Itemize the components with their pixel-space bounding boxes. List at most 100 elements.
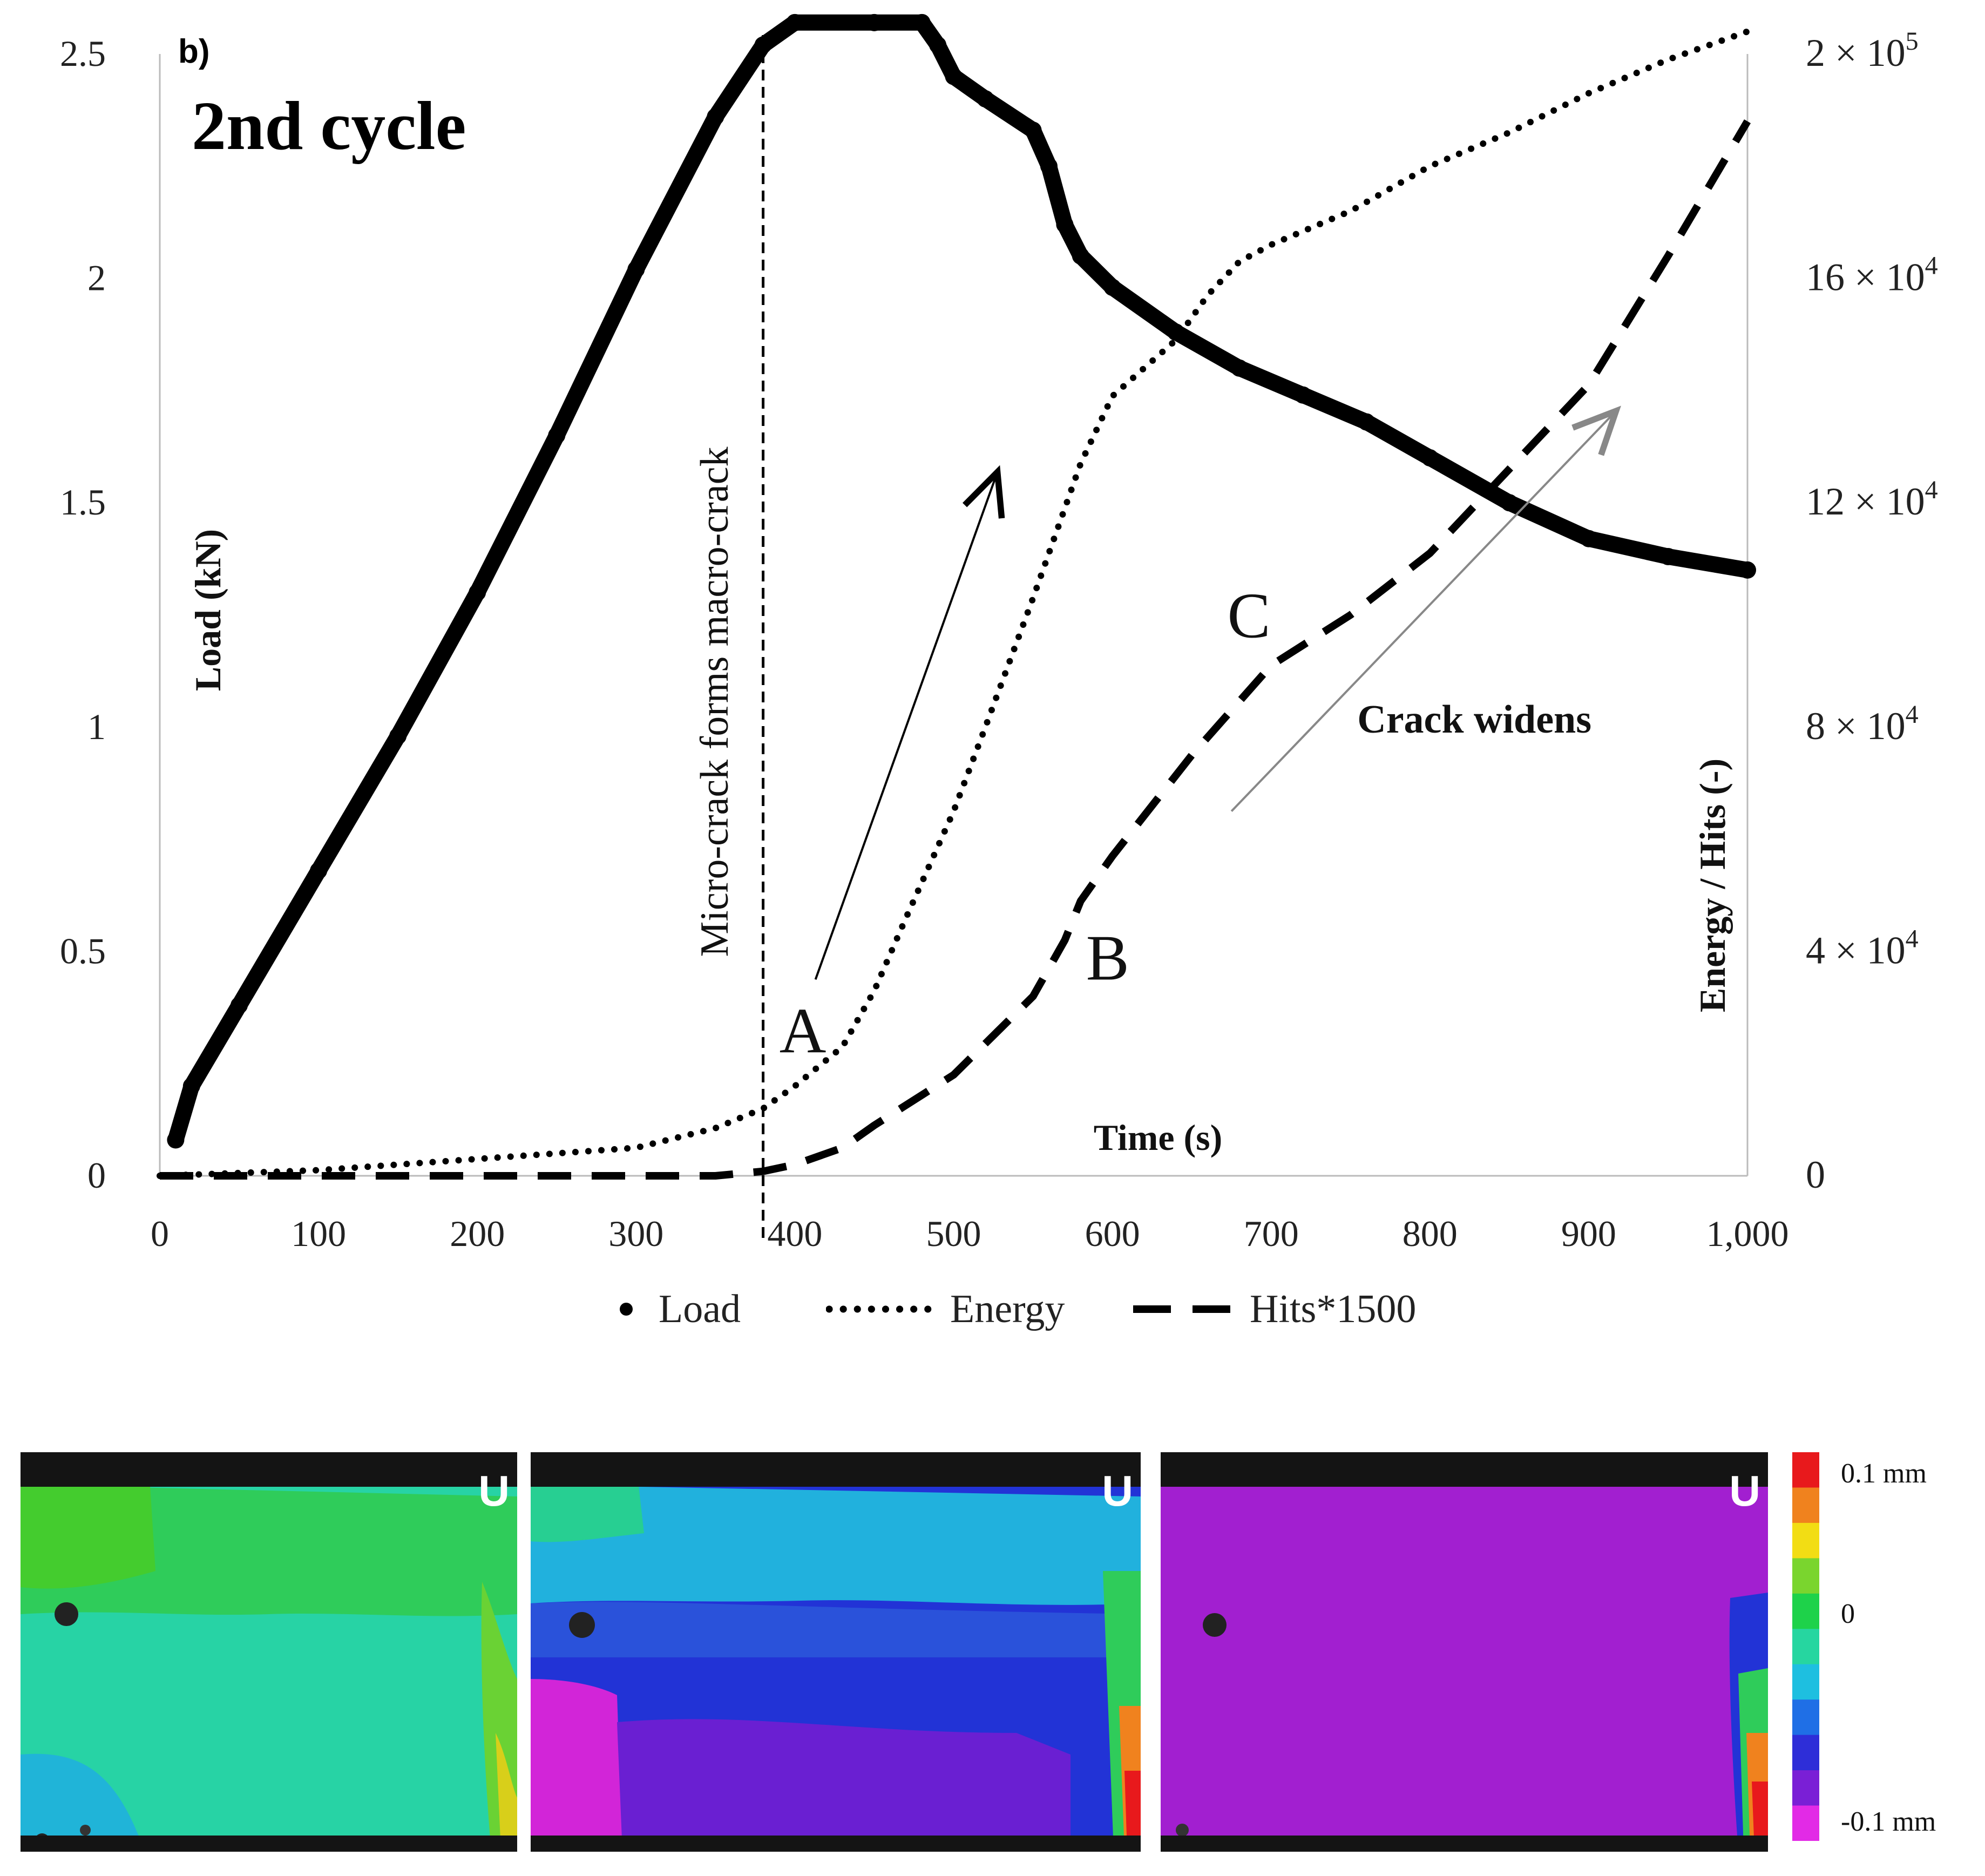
load-data-point (1072, 247, 1089, 265)
x-tick-label-4: 400 (767, 1213, 822, 1254)
load-data-point (1167, 323, 1185, 341)
arrow-crack-widens (1230, 405, 1621, 812)
energy-series-line (157, 28, 1751, 1179)
y-left-tick-label-2: 1 (87, 706, 106, 747)
x-tick-label-1: 100 (291, 1213, 346, 1254)
y-right-tick-label-4: 16 × 104 (1806, 252, 1938, 299)
y-left-tick-label-1: 0.5 (60, 930, 106, 971)
colorbar-segment (1792, 1664, 1819, 1701)
dic-panel-marker-c: U (1729, 1467, 1760, 1515)
y-right-tick-label-0: 0 (1806, 1153, 1825, 1196)
dic-strip-bottom-a (21, 1836, 517, 1852)
annotation-c: C (1228, 580, 1271, 652)
load-data-point (1580, 530, 1597, 547)
dic-panel-marker-b: U (1102, 1467, 1133, 1515)
load-data-point (929, 36, 947, 54)
annotation-crack-widens: Crack widens (1357, 697, 1591, 742)
load-data-point (231, 997, 248, 1014)
load-data-point (977, 90, 994, 108)
dic-panel-c: U (1161, 1452, 1768, 1852)
dic-colorbar (1792, 1452, 1819, 1841)
legend-marker-hits (1133, 1305, 1231, 1313)
y-left-tick-label-5: 2.5 (60, 33, 106, 74)
load-data-point (389, 727, 407, 745)
dic-strip-top-c (1161, 1452, 1768, 1487)
load-data-point (1024, 121, 1042, 139)
hits-series-line (160, 119, 1751, 1180)
y-axis-left-title: Load (kN) (187, 529, 228, 691)
y-right-tick-label-2: 8 × 104 (1806, 700, 1919, 748)
load-data-point (1040, 157, 1058, 175)
colorbar-label-max: 0.1 mm (1841, 1458, 1927, 1489)
colorbar-segment (1792, 1629, 1819, 1665)
load-data-point (182, 1077, 200, 1095)
load-data-point (707, 108, 724, 126)
load-data-point (945, 67, 963, 85)
colorbar-segment (1792, 1770, 1819, 1806)
chart-legend: Load Energy Hits*1500 (0, 1282, 1985, 1336)
x-axis-title: Time (s) (1094, 1117, 1223, 1158)
y-axis-right-title: Energy / Hits (-) (1692, 758, 1733, 1012)
dic-field-c (1161, 1452, 1768, 1852)
legend-item-hits: Hits*1500 (1131, 1282, 1416, 1336)
colorbar-segment (1792, 1805, 1819, 1841)
annotation-a: A (780, 994, 826, 1066)
macro-crack-label: Micro-crack forms macro-crack (693, 446, 737, 957)
dic-strip-top-a (21, 1452, 517, 1487)
dic-image-row: U U (0, 1452, 1985, 1852)
legend-label-load: Load (659, 1286, 741, 1331)
legend-marker-energy (826, 1305, 934, 1313)
load-data-point (865, 13, 883, 31)
x-tick-label-0: 0 (151, 1213, 169, 1254)
load-data-point (1056, 215, 1074, 233)
load-data-point (1739, 561, 1756, 579)
x-tick-label-7: 700 (1244, 1213, 1299, 1254)
y-right-tick-label-5: 2 × 105 (1806, 27, 1919, 75)
x-tick-label-3: 300 (608, 1213, 663, 1254)
cycle-title: 2nd cycle (192, 87, 466, 164)
dic-panel-a: U (21, 1452, 517, 1852)
legend-item-energy: Energy (826, 1282, 1065, 1336)
dic-strip-bottom-b (531, 1836, 1141, 1852)
load-data-point (469, 584, 486, 601)
y-left-tick-label-4: 2 (87, 258, 106, 299)
colorbar-label-min: -0.1 mm (1841, 1806, 1936, 1837)
colorbar-segment (1792, 1452, 1819, 1488)
arrow-energy-rise (814, 465, 1005, 980)
y-right-tick-label-1: 4 × 104 (1806, 924, 1919, 972)
dic-strip-top-b (531, 1452, 1141, 1487)
x-tick-label-6: 600 (1085, 1213, 1140, 1254)
legend-item-load: Load (610, 1282, 741, 1336)
colorbar-segment (1792, 1558, 1819, 1594)
load-data-point (1421, 449, 1439, 467)
load-data-point (167, 1131, 185, 1149)
load-data-point (310, 862, 328, 879)
colorbar-segment (1792, 1593, 1819, 1630)
load-series-line (167, 14, 1756, 1148)
dic-panel-b: U (531, 1452, 1141, 1852)
dic-panel-marker-a: U (478, 1467, 510, 1515)
load-data-point (627, 260, 645, 278)
legend-marker-load (620, 1303, 633, 1316)
load-data-point (786, 13, 804, 31)
x-tick-label-9: 900 (1561, 1213, 1616, 1254)
x-tick-label-10: 1,000 (1706, 1213, 1789, 1254)
load-energy-hits-chart: 0 100 200 300 400 500 600 700 800 900 1,000 0 0.5 1 1.… (60, 13, 1938, 1254)
colorbar-segment (1792, 1735, 1819, 1771)
x-tick-label-2: 200 (450, 1213, 505, 1254)
y-left-tick-label-0: 0 (87, 1155, 106, 1196)
load-data-point (1500, 494, 1518, 512)
load-data-point (1230, 359, 1248, 377)
colorbar-segment (1792, 1699, 1819, 1736)
x-tick-label-5: 500 (926, 1213, 981, 1254)
colorbar-segment (1792, 1522, 1819, 1559)
annotation-b: B (1086, 922, 1129, 993)
legend-label-energy: Energy (950, 1286, 1065, 1331)
load-data-point (913, 13, 931, 31)
y-left-tick-label-3: 1.5 (60, 482, 106, 523)
load-data-point (1294, 386, 1312, 404)
load-data-point (548, 426, 566, 444)
dic-field-a (21, 1452, 517, 1852)
panel-label: b) (178, 33, 210, 70)
